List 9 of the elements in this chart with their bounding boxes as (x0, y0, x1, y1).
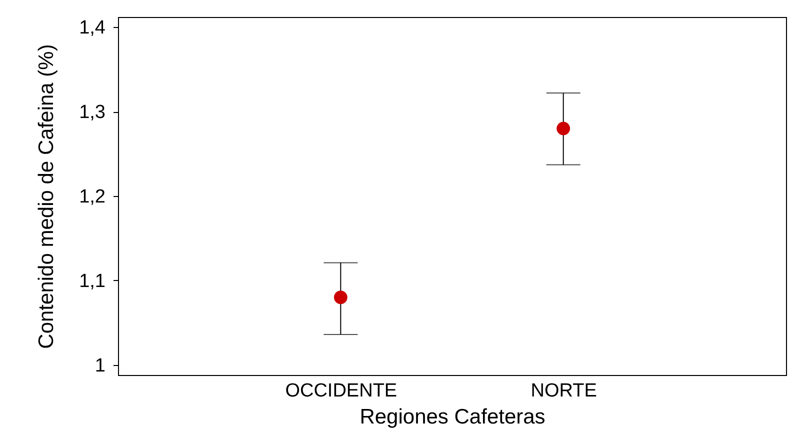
y-tick-label: 1,4 (79, 18, 106, 39)
x-tick-label: NORTE (530, 380, 597, 402)
y-tick-label: 1,1 (79, 270, 106, 292)
x-tick-label: OCCIDENTE (285, 380, 398, 402)
x-axis-title: Regiones Cafeteras (360, 406, 546, 428)
y-tick-label: 1,3 (79, 102, 106, 124)
y-axis-title: Contenido medio de Cafeina (%) (35, 44, 58, 349)
y-tick-label: 1 (94, 355, 106, 376)
y-tick-label: 1,2 (79, 186, 106, 208)
